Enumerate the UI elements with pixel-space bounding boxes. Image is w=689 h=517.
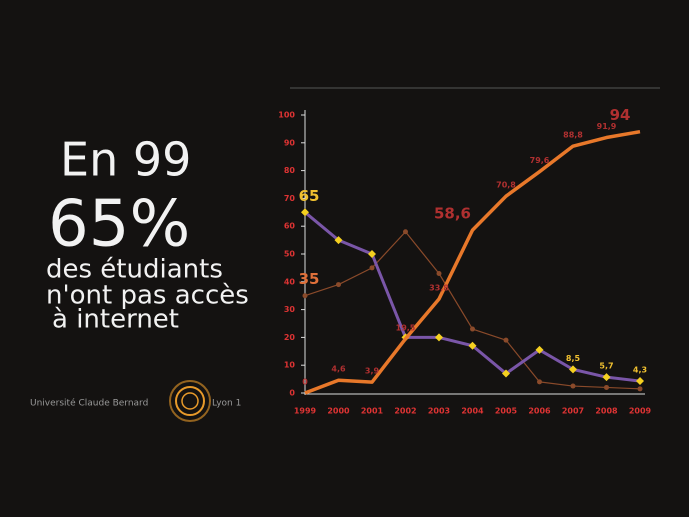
point [602, 373, 611, 382]
data-label: 33,8 [429, 284, 449, 293]
y-tick-label: 100 [278, 111, 295, 120]
data-label: 35 [299, 270, 320, 288]
point [569, 365, 577, 374]
series-line [304, 231, 641, 390]
data-label: 79,6 [530, 156, 550, 165]
headline: à internet [52, 305, 179, 335]
data-label: 58,6 [434, 205, 471, 223]
data-label: 0 [302, 378, 308, 387]
point [302, 293, 308, 299]
data-label: 19,5 [396, 323, 416, 332]
x-tick-label: 2003 [428, 407, 450, 416]
point [435, 333, 443, 342]
logo [169, 380, 211, 422]
headline: 65% [48, 188, 190, 262]
x-tick-label: 2008 [595, 407, 618, 416]
point [570, 383, 576, 389]
point [334, 236, 343, 245]
headline: En 99 [60, 133, 191, 187]
data-label: 3,9 [365, 367, 380, 376]
x-tick-label: 2000 [327, 407, 350, 416]
point [636, 377, 644, 386]
headline: n'ont pas accès [46, 281, 249, 311]
y-tick-label: 60 [284, 222, 296, 231]
x-tick-label: 1999 [294, 407, 317, 416]
point [604, 384, 609, 390]
point [403, 229, 408, 235]
point [369, 265, 375, 271]
point [301, 208, 309, 217]
y-tick-label: 10 [284, 361, 296, 370]
point [502, 369, 510, 378]
data-label: 91,9 [597, 122, 617, 131]
point [468, 341, 477, 350]
data-label: 5,7 [599, 362, 613, 371]
point [368, 250, 376, 258]
x-tick-label: 2005 [495, 407, 518, 416]
y-tick-label: 40 [284, 277, 296, 286]
x-tick-label: 2007 [562, 407, 584, 416]
point [503, 337, 509, 343]
footer-text: Université Claude Bernard [30, 398, 148, 409]
point [336, 282, 341, 288]
data-label: 8,5 [566, 354, 581, 363]
point [470, 326, 475, 332]
point [436, 270, 442, 276]
x-tick-label: 2004 [461, 407, 484, 416]
y-tick-label: 0 [289, 389, 295, 398]
x-tick-label: 2001 [361, 407, 384, 416]
data-label: 94 [610, 106, 631, 124]
y-tick-label: 70 [284, 194, 296, 203]
headline: des étudiants [46, 255, 223, 285]
data-label: 4,6 [331, 365, 346, 374]
series-line [304, 211, 641, 383]
series-line [304, 129, 641, 395]
x-tick-label: 2006 [528, 407, 551, 416]
data-label: 4,3 [633, 366, 647, 375]
data-label: 88,8 [563, 131, 583, 140]
point [535, 345, 544, 354]
y-tick-label: 20 [284, 333, 296, 342]
x-tick-label: 2009 [629, 407, 652, 416]
x-tick-label: 2002 [394, 407, 416, 416]
footer-text: Lyon 1 [212, 399, 241, 409]
point [637, 386, 643, 392]
y-tick-label: 50 [284, 250, 296, 259]
y-tick-label: 80 [284, 166, 296, 175]
data-label: 70,8 [496, 181, 516, 190]
data-label: 65 [299, 187, 320, 205]
point [537, 379, 542, 385]
y-tick-label: 90 [284, 138, 296, 147]
y-tick-label: 30 [284, 305, 296, 314]
